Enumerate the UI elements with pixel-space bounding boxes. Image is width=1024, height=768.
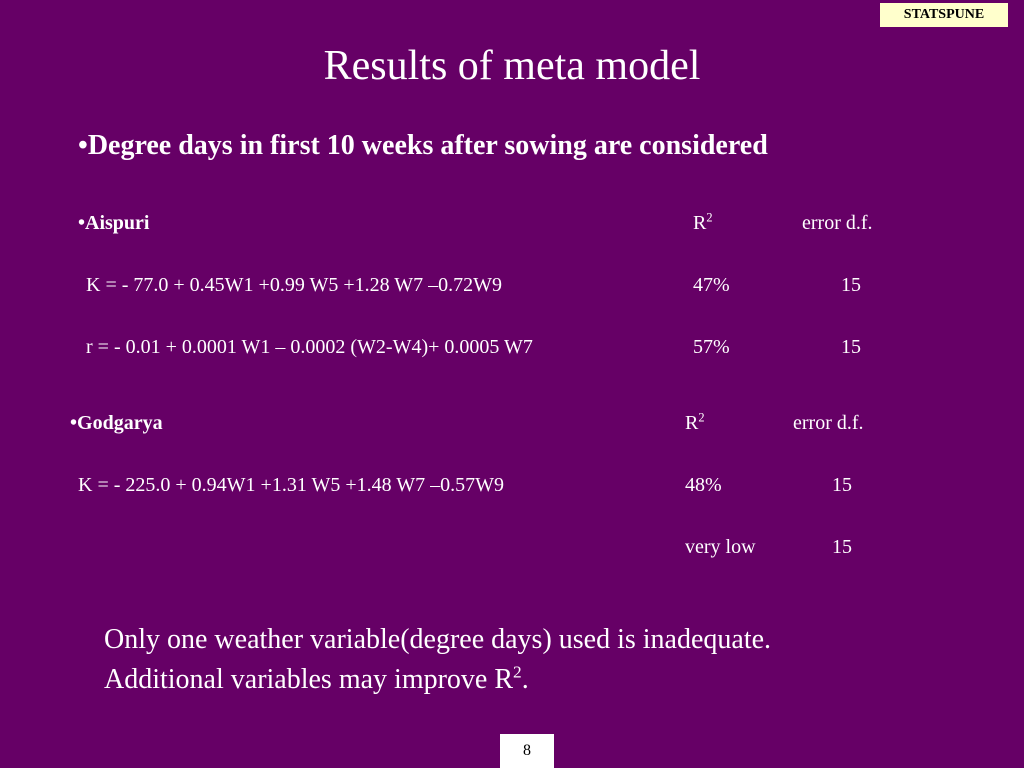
- r2-value: 57%: [693, 336, 730, 358]
- conclusion-line-2: Additional variables may improve R2.: [104, 662, 529, 695]
- section-title-godgarya: •Godgarya: [70, 410, 163, 436]
- conclusion-line-1: Only one weather variable(degree days) u…: [104, 624, 772, 655]
- df-value: 15: [832, 474, 852, 496]
- equation-aispuri-k: K = - 77.0 + 0.45W1 +0.99 W5 +1.28 W7 –0…: [86, 274, 503, 296]
- df-value: 15: [832, 536, 852, 558]
- column-header-r2: R2: [693, 210, 713, 234]
- column-header-error-df: error d.f.: [802, 212, 873, 234]
- bullet-icon: •: [70, 412, 78, 434]
- bullet-icon: •: [78, 212, 86, 234]
- bullet-icon: •: [78, 130, 88, 161]
- r2-value: very low: [685, 536, 756, 558]
- df-value: 15: [841, 336, 861, 358]
- equation-aispuri-r: r = - 0.01 + 0.0001 W1 – 0.0002 (W2-W4)+…: [86, 336, 533, 358]
- conclusion-text: Only one weather variable(degree days) u…: [104, 620, 771, 700]
- page-number: 8: [500, 734, 554, 768]
- section-name: Aispuri: [85, 212, 150, 234]
- main-bullet-text: Degree days in first 10 weeks after sowi…: [87, 130, 768, 161]
- r2-value: 47%: [693, 274, 730, 296]
- df-value: 15: [841, 274, 861, 296]
- statspune-badge: STATSPUNE: [880, 3, 1008, 27]
- r2-value: 48%: [685, 474, 722, 496]
- main-bullet: •Degree days in first 10 weeks after sow…: [78, 128, 768, 164]
- section-title-aispuri: •Aispuri: [78, 210, 149, 236]
- slide-title: Results of meta model: [323, 43, 701, 89]
- section-name: Godgarya: [77, 412, 163, 434]
- column-header-r2: R2: [685, 410, 705, 434]
- column-header-error-df: error d.f.: [793, 412, 864, 434]
- equation-godgarya-k: K = - 225.0 + 0.94W1 +1.31 W5 +1.48 W7 –…: [78, 474, 505, 496]
